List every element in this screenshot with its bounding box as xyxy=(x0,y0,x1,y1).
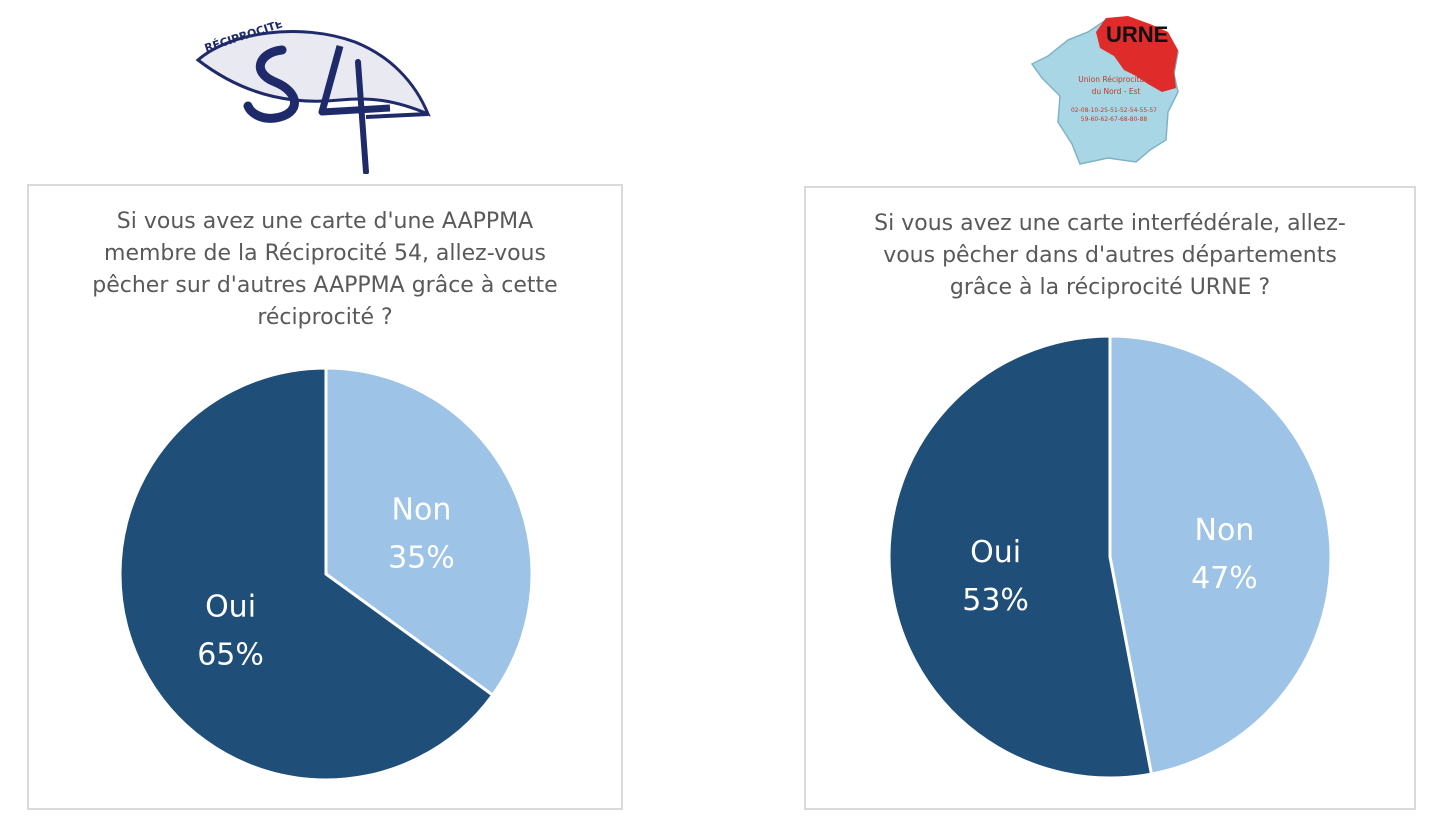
pie-slice-non xyxy=(1108,334,1333,776)
chart-panel-urne: Si vous avez une carte interfédérale, al… xyxy=(804,186,1416,810)
pie-slice-non xyxy=(324,366,534,698)
chart-title: Si vous avez une carte d'une AAPPMA memb… xyxy=(92,209,558,330)
logo-right-line2: du Nord - Est xyxy=(1092,87,1141,96)
slice-category-label: Non xyxy=(392,492,452,527)
slice-category-label: Non xyxy=(1195,513,1255,548)
urne-france-map-logo-icon: URNE Union Réciprocitaire du Nord - Est … xyxy=(1030,16,1179,165)
slice-value-label: 53% xyxy=(962,583,1029,618)
urne-logo: URNE Union Réciprocitaire du Nord - Est … xyxy=(1028,12,1190,172)
reciprocite-54-logo: RÉCIPROCITÉ xyxy=(190,22,435,174)
logo-right-line1: Union Réciprocitaire xyxy=(1078,75,1154,84)
slice-value-label: 35% xyxy=(388,540,455,575)
reciprocite-54-fish-logo-icon: RÉCIPROCITÉ xyxy=(195,22,431,174)
slice-category-label: Oui xyxy=(970,535,1021,570)
chart-panel-reciprocite-54: Si vous avez une carte d'une AAPPMA memb… xyxy=(27,184,623,810)
pie-chart-urne: Non 47% Oui 53% xyxy=(887,334,1333,780)
logo-right-title: URNE xyxy=(1106,22,1168,47)
chart-title: Si vous avez une carte interfédérale, al… xyxy=(874,211,1346,300)
slice-value-label: 47% xyxy=(1191,561,1258,596)
logo-right-codes1: 02-08-10-25-51-52-54-55-57 xyxy=(1071,107,1157,114)
pie-slice-oui xyxy=(887,334,1154,780)
pie-chart-reciprocite-54: Non 35% Oui 65% xyxy=(118,366,534,782)
logo-right-codes2: 59-60-62-67-68-80-88 xyxy=(1081,116,1148,123)
slice-category-label: Oui xyxy=(205,590,256,625)
pie-slice-oui xyxy=(118,366,495,782)
slice-value-label: 65% xyxy=(197,638,264,673)
